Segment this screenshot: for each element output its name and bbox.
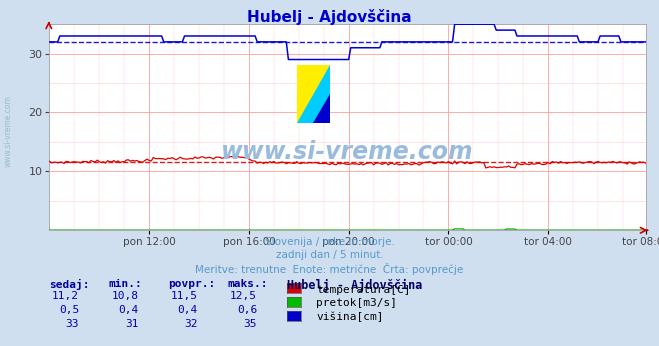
Text: 31: 31 bbox=[125, 319, 138, 329]
Text: 0,5: 0,5 bbox=[59, 305, 79, 315]
Text: www.si-vreme.com: www.si-vreme.com bbox=[221, 140, 474, 164]
Text: maks.:: maks.: bbox=[227, 279, 268, 289]
Text: 35: 35 bbox=[244, 319, 257, 329]
Polygon shape bbox=[297, 65, 330, 123]
Text: Meritve: trenutne  Enote: metrične  Črta: povprečje: Meritve: trenutne Enote: metrične Črta: … bbox=[195, 263, 464, 275]
Text: min.:: min.: bbox=[109, 279, 142, 289]
Polygon shape bbox=[313, 94, 330, 123]
Text: višina[cm]: višina[cm] bbox=[316, 312, 384, 322]
Text: Hubelj - Ajdovščina: Hubelj - Ajdovščina bbox=[247, 9, 412, 25]
Text: 11,2: 11,2 bbox=[52, 291, 79, 301]
Text: 0,4: 0,4 bbox=[177, 305, 198, 315]
Text: www.si-vreme.com: www.si-vreme.com bbox=[3, 95, 13, 167]
Text: 10,8: 10,8 bbox=[111, 291, 138, 301]
Text: 11,5: 11,5 bbox=[171, 291, 198, 301]
Text: 12,5: 12,5 bbox=[230, 291, 257, 301]
Polygon shape bbox=[297, 65, 330, 123]
Text: temperatura[C]: temperatura[C] bbox=[316, 285, 411, 294]
Text: 0,4: 0,4 bbox=[118, 305, 138, 315]
Text: sedaj:: sedaj: bbox=[49, 279, 90, 290]
Text: povpr.:: povpr.: bbox=[168, 279, 215, 289]
Text: pretok[m3/s]: pretok[m3/s] bbox=[316, 299, 397, 308]
Text: 32: 32 bbox=[185, 319, 198, 329]
Text: 33: 33 bbox=[66, 319, 79, 329]
Text: Slovenija / reke in morje.: Slovenija / reke in morje. bbox=[264, 237, 395, 247]
Text: zadnji dan / 5 minut.: zadnji dan / 5 minut. bbox=[275, 250, 384, 260]
Text: Hubelj - Ajdovščina: Hubelj - Ajdovščina bbox=[287, 279, 422, 292]
Text: 0,6: 0,6 bbox=[237, 305, 257, 315]
